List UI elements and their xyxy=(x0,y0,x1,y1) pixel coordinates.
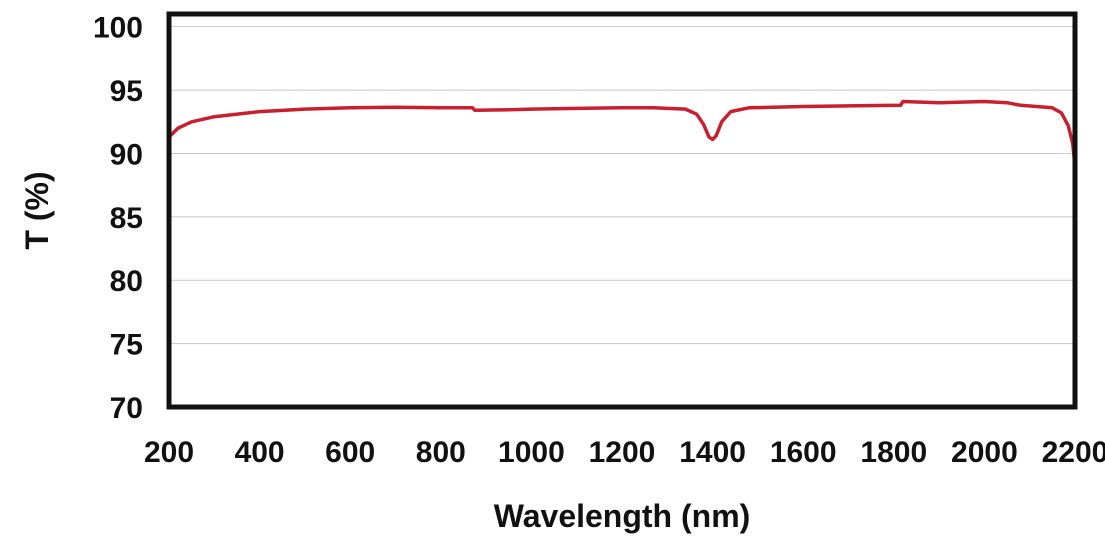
plot-frame xyxy=(166,11,1078,410)
y-tick-label: 95 xyxy=(110,75,143,108)
y-tick-label: 90 xyxy=(110,138,143,171)
x-tick-label: 400 xyxy=(235,436,285,469)
x-tick-label: 1400 xyxy=(679,436,746,469)
x-tick-label: 1800 xyxy=(860,436,927,469)
x-tick-label: 2200 xyxy=(1042,436,1105,469)
y-tick-label: 100 xyxy=(93,12,143,45)
x-tick-labels: 200 400 600 800 1000 1200 1400 1600 1800 2000 2200 xyxy=(144,436,1105,469)
x-tick-label: 200 xyxy=(144,436,194,469)
y-axis-title: T (%) xyxy=(19,171,55,249)
x-tick-label: 1600 xyxy=(770,436,837,469)
y-tick-label: 85 xyxy=(110,202,143,235)
x-tick-label: 800 xyxy=(416,436,466,469)
x-tick-label: 1200 xyxy=(589,436,656,469)
y-tick-label: 75 xyxy=(110,329,143,362)
x-tick-label: 600 xyxy=(325,436,375,469)
y-tick-label: 70 xyxy=(110,392,143,425)
y-tick-label: 80 xyxy=(110,265,143,298)
gridlines xyxy=(169,26,1075,345)
x-axis-title: Wavelength (nm) xyxy=(494,498,751,534)
x-tick-label: 1000 xyxy=(498,436,565,469)
x-tick-label: 2000 xyxy=(951,436,1018,469)
transmission-series-line xyxy=(167,99,1077,168)
y-tick-labels: 70 75 80 85 90 95 100 xyxy=(93,12,143,425)
